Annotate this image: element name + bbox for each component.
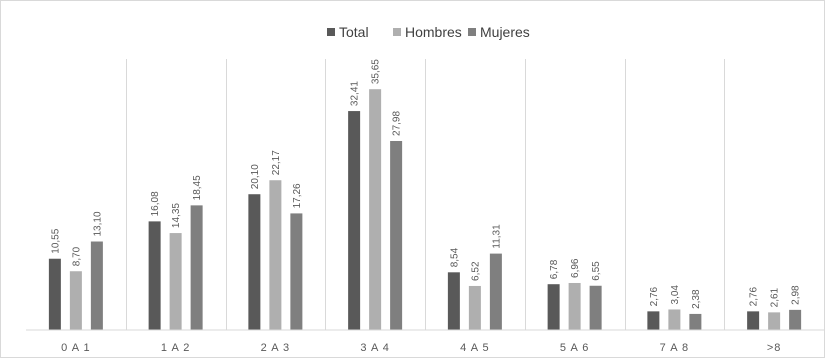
bar-mujeres [90, 241, 103, 330]
legend-item: Hombres [393, 24, 462, 40]
bar-mujeres [390, 140, 403, 330]
legend-swatch [468, 28, 476, 36]
category-label: >8 [767, 342, 782, 354]
data-label: 6,52 [470, 261, 481, 281]
bar-total [348, 111, 361, 330]
category-label: 1 A 2 [161, 342, 190, 354]
data-label: 6,55 [591, 261, 602, 281]
category-label: 2 A 3 [261, 342, 290, 354]
data-label: 2,98 [791, 285, 802, 305]
data-label: 17,26 [292, 183, 303, 208]
bar-total [48, 258, 61, 330]
data-label: 10,55 [50, 228, 61, 253]
data-label: 8,54 [449, 247, 460, 267]
category-label: 7 A 8 [660, 342, 689, 354]
legend-label: Total [339, 24, 369, 40]
data-label: 16,08 [150, 191, 161, 216]
data-label: 20,10 [250, 164, 261, 189]
bar-hombres [169, 233, 182, 330]
data-labels: 10,55 8,70 13,10 16,08 14,35 18,45 20,10 22,17 1… [50, 59, 801, 309]
category-label: 5 A 6 [560, 342, 589, 354]
bar-hombres [69, 271, 82, 330]
category-labels: 0 A 1 1 A 2 2 A 3 3 A 4 4 A 5 5 A 6 7 A 8 >8 [61, 342, 782, 354]
data-label: 2,76 [649, 286, 660, 306]
category-label: 4 A 5 [460, 342, 489, 354]
bar-hombres [468, 285, 481, 330]
category-label: 3 A 4 [360, 342, 389, 354]
legend-label: Hombres [405, 24, 462, 40]
data-label: 3,04 [670, 285, 681, 305]
bar-total [447, 272, 460, 330]
legend-swatch [393, 28, 401, 36]
data-label: 22,17 [271, 150, 282, 175]
bar-total [248, 194, 261, 330]
category-separators [126, 59, 725, 330]
legend-item: Total [327, 24, 369, 40]
data-label: 35,65 [371, 59, 382, 84]
bar-mujeres [689, 313, 702, 330]
bar-hombres [369, 89, 382, 330]
data-label: 6,96 [570, 258, 581, 278]
bars [48, 89, 802, 330]
data-label: 14,35 [171, 203, 182, 228]
legend-swatch [327, 28, 335, 36]
data-label: 11,31 [491, 224, 502, 249]
data-label: 2,38 [691, 289, 702, 309]
bar-mujeres [789, 309, 802, 330]
data-label: 2,76 [749, 286, 760, 306]
bar-total [747, 311, 760, 330]
data-label: 6,78 [549, 259, 560, 279]
data-label: 27,98 [392, 111, 403, 136]
data-label: 32,41 [350, 81, 361, 106]
legend-item: Mujeres [468, 24, 530, 40]
bar-mujeres [290, 213, 303, 330]
data-label: 2,61 [770, 287, 781, 307]
bar-mujeres [489, 253, 502, 330]
legend: Total Hombres Mujeres [327, 24, 530, 40]
data-label: 18,45 [192, 175, 203, 200]
data-label: 8,70 [71, 246, 82, 266]
bar-hombres [768, 312, 781, 330]
data-label: 13,10 [92, 211, 103, 236]
bar-total [148, 221, 161, 330]
bar-total [647, 311, 660, 330]
bar-hombres [668, 309, 681, 330]
bar-hombres [269, 180, 282, 330]
category-label: 0 A 1 [61, 342, 90, 354]
bar-mujeres [190, 205, 203, 330]
bar-total [547, 284, 560, 330]
bar-hombres [568, 282, 581, 330]
bar-mujeres [589, 285, 602, 330]
legend-label: Mujeres [480, 24, 530, 40]
